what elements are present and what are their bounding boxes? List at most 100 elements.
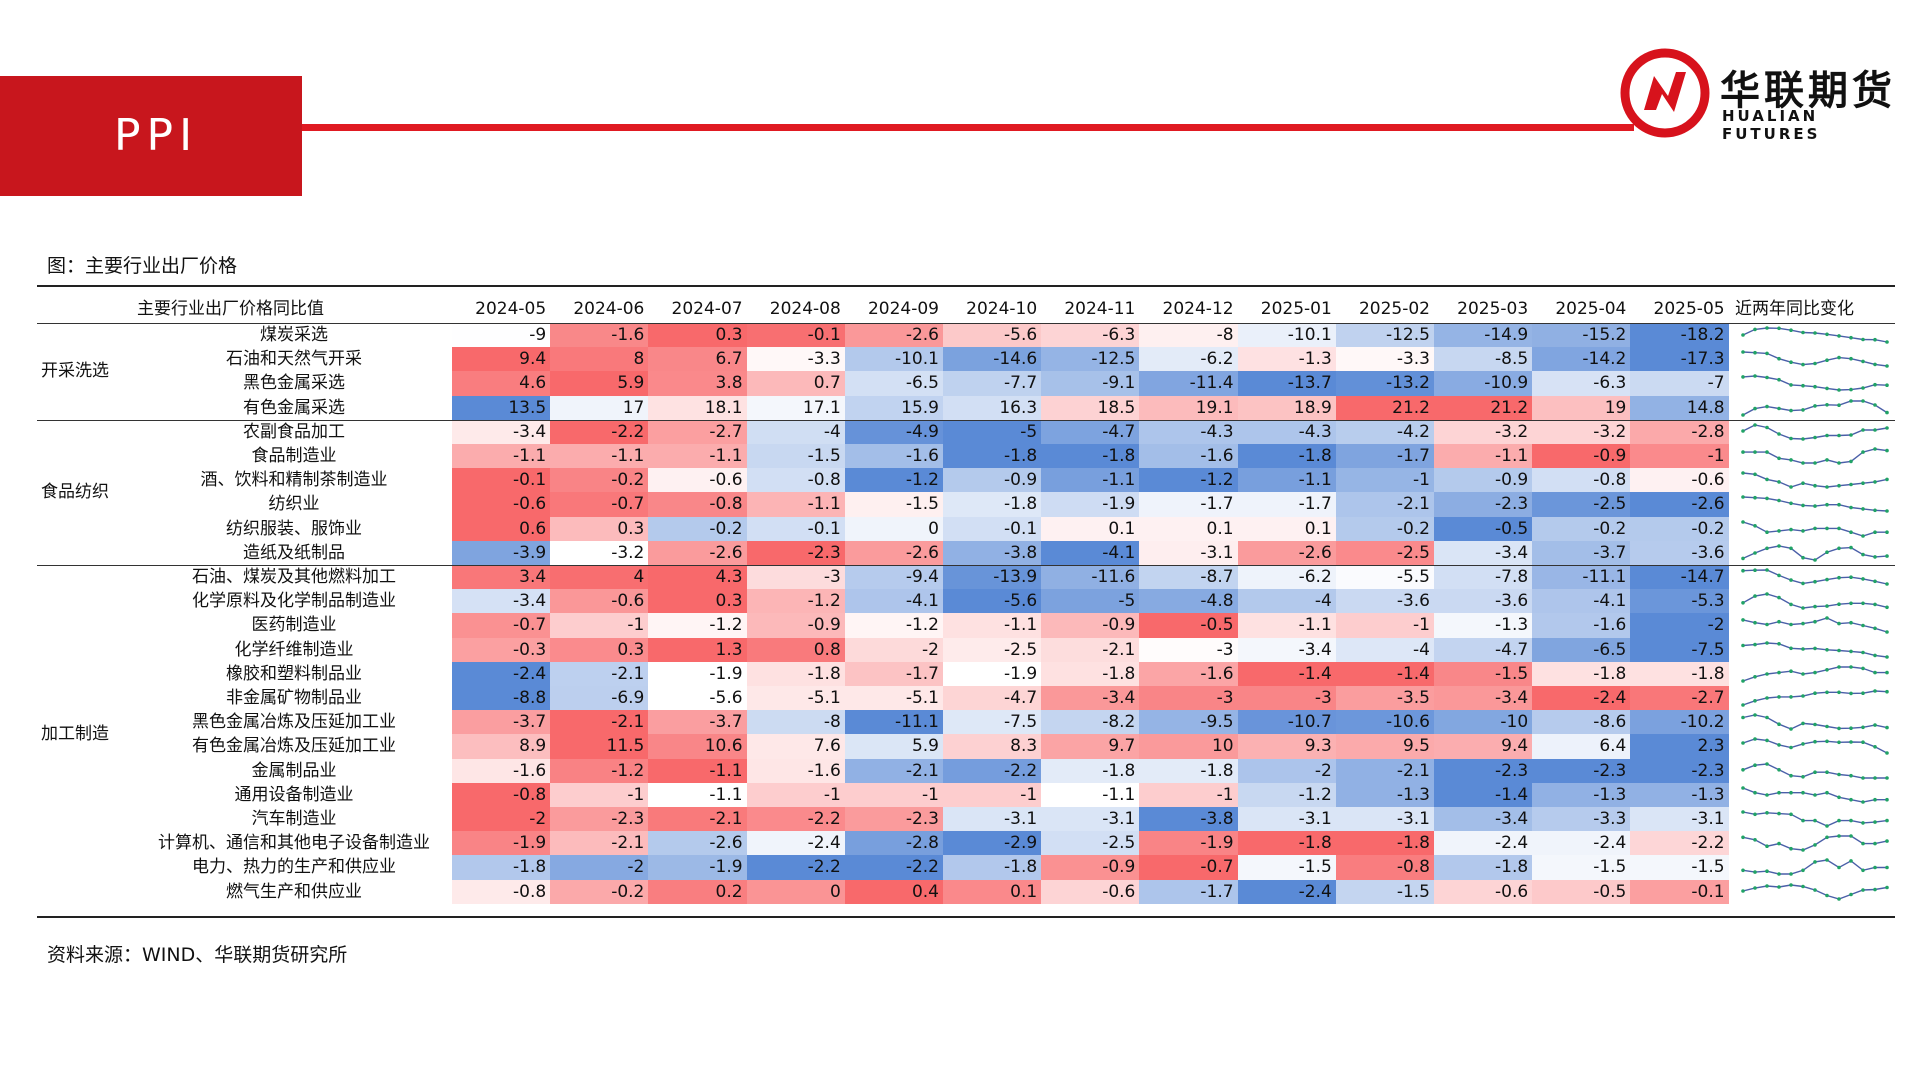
sparkline-point: [1873, 841, 1877, 846]
value-cell: -3.1: [1139, 540, 1238, 565]
value-cell: -3.4: [1041, 686, 1140, 711]
sparkline-point: [1765, 496, 1769, 501]
sparkline-point: [1741, 868, 1745, 873]
value-cell: -1.8: [1041, 758, 1140, 783]
sparkline-point: [1765, 351, 1769, 356]
value-cell: -5.3: [1630, 589, 1729, 614]
sparkline-point: [1861, 887, 1865, 892]
value-cell: -3.6: [1434, 589, 1533, 614]
value-cell: -0.8: [648, 492, 747, 517]
value-cell: 21.2: [1335, 395, 1434, 420]
sparkline-point: [1813, 887, 1817, 892]
value-cell: -0.6: [1041, 879, 1140, 904]
table-row: 非金属矿物制品业 -8.8 -6.9 -5.6 -5.1 -5.1 -4.7 -3.4 -3 -3…: [37, 686, 1895, 711]
sparkline-point: [1825, 550, 1829, 554]
sparkline-point: [1777, 670, 1781, 675]
value-cell: -0.2: [550, 879, 649, 904]
value-cell: -7.7: [943, 371, 1042, 396]
table-row: 煤炭采选 -9 -1.6 0.3 -0.1 -2.6 -5.6 -6.3 -8 -10.1 -12.…: [37, 323, 1895, 348]
value-cell: -0.2: [648, 516, 747, 541]
sparkline-point: [1849, 529, 1853, 534]
value-cell: -3: [1237, 686, 1336, 711]
sparkline-point: [1741, 471, 1745, 475]
sparkline-point: [1861, 386, 1865, 391]
industry-name: 化学纤维制造业: [234, 639, 354, 660]
sparkline-point: [1873, 383, 1877, 387]
category-label: 开采洗选: [41, 361, 109, 382]
value-cell: -0.8: [1532, 468, 1631, 493]
sparkline-point: [1777, 480, 1781, 484]
sparkline-point: [1765, 404, 1769, 408]
sparkline-point: [1789, 328, 1793, 332]
value-cell: -1.2: [844, 613, 943, 638]
sparkline-point: [1861, 601, 1865, 606]
value-cell: -6.3: [1041, 323, 1140, 348]
value-cell: 8: [550, 347, 649, 372]
value-cell: -2.1: [550, 710, 649, 735]
sparkline-point: [1777, 326, 1781, 331]
value-cell: -6.2: [1139, 347, 1238, 372]
value-cell: -3.2: [1532, 419, 1631, 444]
value-cell: -1.7: [844, 661, 943, 686]
value-cell: -4.1: [1041, 540, 1140, 565]
sparkline-point: [1741, 333, 1745, 337]
sparkline-point: [1837, 402, 1841, 407]
sparkline-point: [1741, 568, 1745, 573]
sparkline-point: [1753, 568, 1757, 572]
value-cell: -0.7: [452, 613, 551, 638]
sparkline-point: [1765, 869, 1769, 874]
value-cell: -8.6: [1532, 710, 1631, 735]
sparkline-point: [1753, 374, 1757, 379]
industry-name: 食品制造业: [251, 446, 337, 466]
value-cell: -4.1: [1532, 589, 1631, 614]
value-cell: -3.3: [746, 347, 845, 372]
value-cell: -14.2: [1532, 347, 1631, 372]
industry-name: 纺织服装、服饰业: [226, 518, 362, 539]
sparkline-point: [1825, 332, 1829, 337]
sparkline-point: [1873, 554, 1877, 559]
sparkline-point: [1825, 893, 1829, 897]
trend-sparkline: [1741, 785, 1889, 804]
sparkline-point: [1837, 622, 1841, 626]
sparkline-point: [1837, 503, 1841, 507]
column-header: 2024-09: [867, 299, 939, 319]
column-header: 2025-01: [1260, 299, 1332, 319]
table-row: 燃气生产和供应业 -0.8 -0.2 0.2 0 0.4 0.1 -0.6 -1.7 -2.4 -1…: [37, 879, 1895, 904]
sparkline-point: [1861, 624, 1865, 628]
sparkline-point: [1777, 872, 1781, 877]
value-cell: -1.8: [1532, 661, 1631, 686]
value-cell: 16.3: [943, 395, 1042, 420]
value-cell: -1.8: [1434, 855, 1533, 880]
sparkline-point: [1861, 398, 1865, 403]
sparkline-point: [1885, 340, 1889, 344]
value-cell: -9: [452, 323, 551, 348]
trend-sparkline: [1741, 543, 1889, 562]
value-cell: -4.1: [844, 589, 943, 614]
sparkline-point: [1801, 671, 1805, 676]
sparkline-point: [1789, 436, 1793, 441]
sparkline-point: [1861, 650, 1865, 654]
value-cell: -3.1: [943, 807, 1042, 832]
sparkline-path: [1743, 448, 1888, 464]
sparkline-point: [1837, 575, 1841, 580]
value-cell: -3.4: [1237, 637, 1336, 662]
table-row: 通用设备制造业 -0.8 -1 -1.1 -1 -1 -1 -1.1 -1 -1.2 -1.3 -1.…: [37, 782, 1895, 807]
value-cell: -1.8: [1335, 831, 1434, 856]
value-cell: 0: [746, 879, 845, 904]
sparkline-point: [1813, 361, 1817, 366]
sparkline-point: [1741, 785, 1745, 790]
sparkline-point: [1813, 670, 1817, 675]
sparkline-point: [1753, 523, 1757, 528]
sparkline-point: [1885, 425, 1889, 430]
sparkline-point: [1849, 398, 1853, 403]
value-cell: -2.6: [1237, 540, 1336, 565]
trend-sparkline: [1741, 422, 1889, 441]
value-cell: -1.1: [550, 444, 649, 469]
industry-name: 医药制造业: [251, 615, 337, 636]
table-row: 有色金属冶炼及压延加工业 8.9 11.5 10.6 7.6 5.9 8.3 9.7 10 9.3…: [37, 734, 1895, 759]
value-cell: -1.8: [746, 661, 845, 686]
trend-sparkline: [1741, 471, 1889, 489]
sparkline-point: [1777, 378, 1781, 382]
value-cell: -2.2: [1630, 831, 1729, 856]
value-cell: -2.5: [943, 637, 1042, 662]
